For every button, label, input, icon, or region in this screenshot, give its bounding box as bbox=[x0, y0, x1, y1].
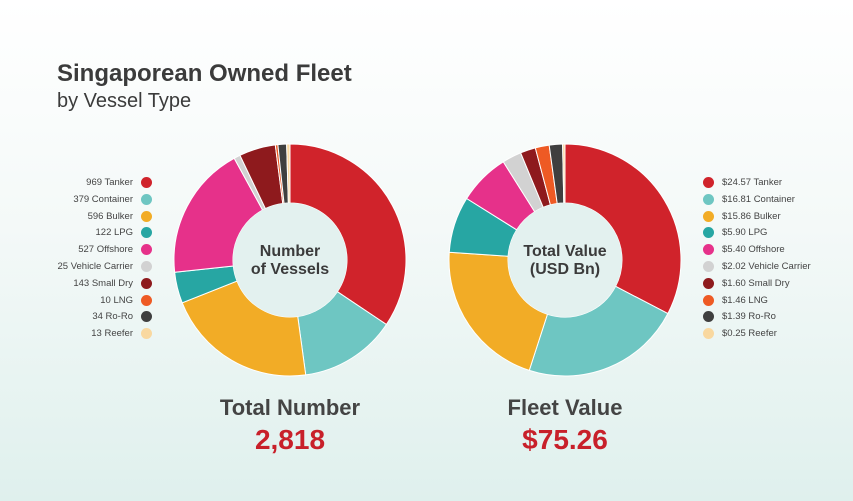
legend-label: 969 Tanker bbox=[86, 177, 133, 188]
donut-center-label-value: Total Value (USD Bn) bbox=[505, 243, 625, 279]
legend-label: $15.86 Bulker bbox=[722, 210, 781, 222]
legend-label: 10 LNG bbox=[100, 294, 133, 306]
donut-center-label-count: Number of Vessels bbox=[230, 243, 350, 279]
donut-hole bbox=[508, 203, 622, 317]
legend-label: $1.46 LNG bbox=[722, 294, 768, 306]
legend-label: 143 Small Dry bbox=[73, 277, 133, 289]
donut-hole bbox=[233, 203, 347, 317]
legend-item-ro-ro: 34 Ro-Ro bbox=[92, 309, 152, 325]
legend-label: 34 Ro-Ro bbox=[92, 311, 133, 323]
legend-item-offshore: 527 Offshore bbox=[78, 242, 152, 258]
center-label-line-1: Number bbox=[259, 243, 321, 260]
legend-item-bulker: $15.86 Bulker bbox=[703, 209, 781, 225]
legend-swatch bbox=[703, 294, 714, 306]
legend-swatch bbox=[141, 210, 152, 222]
legend-item-container: $16.81 Container bbox=[703, 192, 795, 208]
legend-swatch bbox=[141, 277, 152, 289]
legend-item-reefer: $0.25 Reefer bbox=[703, 326, 777, 342]
center-label-line-2: (USD Bn) bbox=[529, 261, 601, 278]
legend-swatch bbox=[141, 176, 152, 188]
legend-item-offshore: $5.40 Offshore bbox=[703, 242, 785, 258]
legend-fleet-value: $24.57 Tanker $16.81 Container $15.86 Bulk… bbox=[703, 175, 853, 345]
legend-swatch bbox=[703, 311, 714, 323]
legend-swatch bbox=[141, 328, 152, 340]
legend-item-lpg: $5.90 LPG bbox=[703, 225, 767, 241]
legend-item-ro-ro: $1.39 Ro-Ro bbox=[703, 309, 776, 325]
legend-swatch bbox=[703, 227, 714, 239]
legend-swatch bbox=[703, 176, 714, 188]
total-number-label: Total Number bbox=[219, 395, 361, 420]
slice-tanker bbox=[289, 143, 407, 326]
legend-item-lng: $1.46 LNG bbox=[703, 293, 768, 309]
fleet-value-value: $75.26 bbox=[522, 424, 608, 455]
legend-label: $5.90 LPG bbox=[722, 227, 768, 239]
legend-swatch bbox=[141, 260, 152, 272]
legend-label: 25 Vehicle Carrier bbox=[57, 261, 133, 272]
legend-swatch bbox=[703, 193, 714, 205]
legend-item-bulker: 596 Bulker bbox=[88, 209, 152, 225]
legend-swatch bbox=[703, 277, 714, 289]
legend-label: 527 Offshore bbox=[78, 244, 133, 256]
page-title: Singaporean Owned Fleet bbox=[57, 60, 352, 87]
legend-label: $1.60 Small Dry bbox=[722, 277, 790, 289]
legend-label: $2.02 Vehicle Carrier bbox=[722, 261, 811, 272]
legend-label: $24.57 Tanker bbox=[722, 177, 783, 188]
legend-swatch bbox=[141, 193, 152, 205]
fleet-value-label: Fleet Value bbox=[507, 395, 623, 420]
legend-swatch bbox=[703, 244, 714, 256]
legend-label: $0.25 Reefer bbox=[722, 328, 777, 340]
legend-label: 379 Container bbox=[73, 193, 133, 205]
legend-vessel-count: 969 Tanker 379 Container 596 Bulker 122 LPG… bbox=[0, 175, 152, 345]
legend-item-vehicle-carrier: 25 Vehicle Carrier bbox=[57, 259, 152, 275]
legend-swatch bbox=[141, 227, 152, 239]
legend-item-vehicle-carrier: $2.02 Vehicle Carrier bbox=[703, 259, 811, 275]
legend-item-container: 379 Container bbox=[73, 192, 152, 208]
center-label-line-2: of Vessels bbox=[250, 261, 330, 278]
legend-swatch bbox=[141, 311, 152, 323]
page-subtitle: by Vessel Type bbox=[57, 90, 192, 112]
legend-item-small-dry: 143 Small Dry bbox=[73, 276, 152, 292]
legend-label: 122 LPG bbox=[95, 227, 134, 239]
legend-swatch bbox=[703, 260, 714, 272]
legend-swatch bbox=[141, 294, 152, 306]
legend-item-lpg: 122 LPG bbox=[95, 225, 152, 241]
legend-label: $5.40 Offshore bbox=[722, 244, 785, 256]
legend-item-small-dry: $1.60 Small Dry bbox=[703, 276, 790, 292]
legend-label: $1.39 Ro-Ro bbox=[722, 311, 776, 323]
total-number-value: 2,818 bbox=[254, 424, 326, 455]
legend-item-tanker: $24.57 Tanker bbox=[703, 175, 782, 191]
legend-item-reefer: 13 Reefer bbox=[91, 326, 152, 342]
legend-label: 596 Bulker bbox=[87, 210, 133, 222]
legend-swatch bbox=[703, 328, 714, 340]
legend-label: $16.81 Container bbox=[722, 193, 795, 205]
legend-swatch bbox=[703, 210, 714, 222]
legend-item-lng: 10 LNG bbox=[100, 293, 152, 309]
legend-swatch bbox=[141, 244, 152, 256]
center-label-line-1: Total Value bbox=[523, 243, 607, 260]
legend-item-tanker: 969 Tanker bbox=[86, 175, 152, 191]
legend-label: 13 Reefer bbox=[91, 328, 133, 340]
